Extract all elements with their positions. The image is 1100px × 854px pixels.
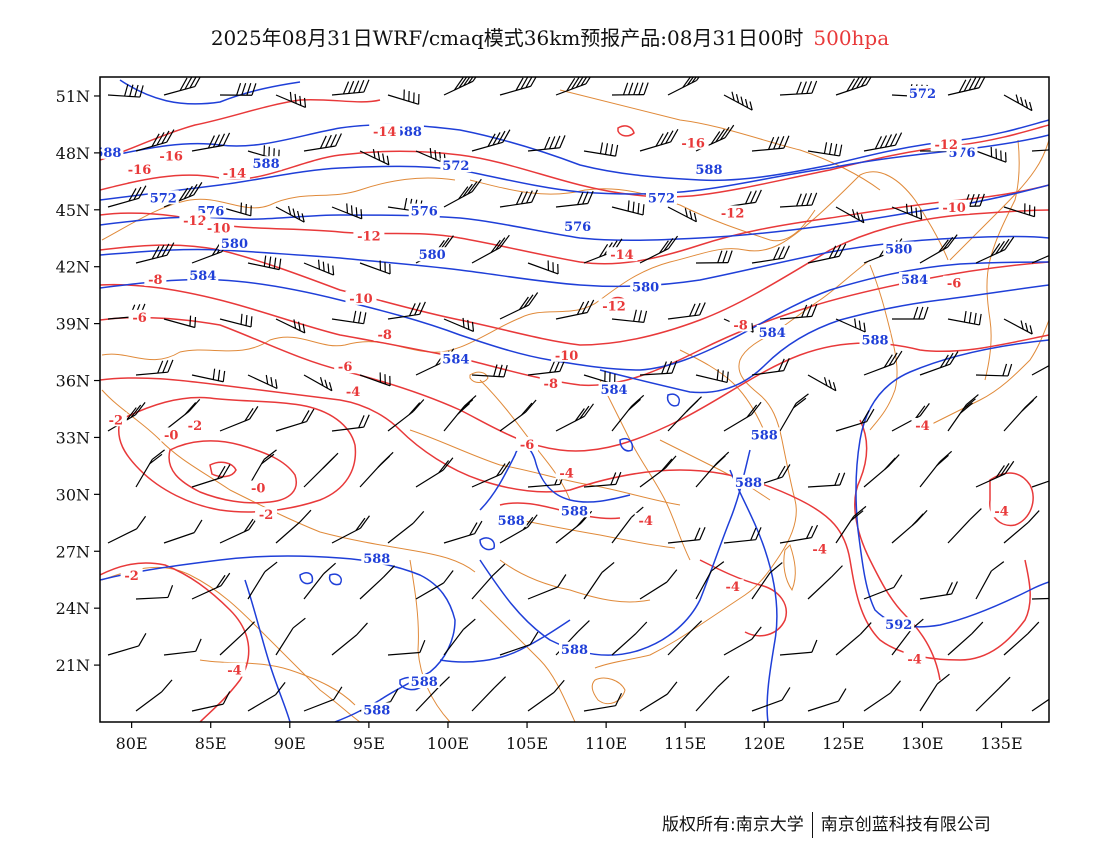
temperature-label: -16: [128, 163, 152, 178]
height-label: 592: [885, 618, 912, 633]
height-label: 576: [411, 205, 438, 220]
temperature-label: -4: [915, 419, 929, 434]
temperature-label: -8: [544, 377, 558, 392]
temperature-label: -10: [555, 349, 579, 364]
height-label: 588: [751, 428, 778, 443]
height-label: 576: [564, 220, 591, 235]
lon-label: 135E: [980, 734, 1022, 753]
lat-label: 27N: [56, 542, 90, 561]
height-label: 580: [632, 280, 659, 295]
lon-label: 130E: [901, 734, 943, 753]
height-label: 588: [861, 334, 888, 349]
lat-label: 33N: [56, 428, 90, 447]
temperature-label: -12: [602, 299, 626, 314]
height-label: 580: [885, 243, 912, 258]
footer-separator: [812, 812, 813, 838]
temperature-label: -10: [207, 222, 231, 237]
copyright-footer: 版权所有:南京大学南京创蓝科技有限公司: [662, 810, 991, 838]
temperature-label: -4: [994, 504, 1008, 519]
lat-label: 48N: [56, 144, 90, 163]
height-label: 588: [735, 476, 762, 491]
temperature-label: -8: [377, 328, 391, 343]
lon-label: 80E: [116, 734, 148, 753]
lat-label: 21N: [56, 656, 90, 675]
temperature-label: -2: [109, 413, 123, 428]
lon-label: 115E: [664, 734, 706, 753]
temperature-label: -4: [559, 466, 573, 481]
temperature-label: -2: [124, 569, 138, 584]
temperature-label: -14: [610, 248, 634, 263]
temperature-label: -12: [934, 138, 958, 153]
temperature-label: -4: [346, 385, 360, 400]
height-label: 572: [648, 191, 675, 206]
lon-label: 125E: [822, 734, 864, 753]
lat-label: 36N: [56, 372, 90, 391]
temperature-label: -12: [357, 229, 381, 244]
height-label: 588: [363, 704, 390, 719]
temperature-label: -4: [227, 664, 241, 679]
height-label: 588: [253, 157, 280, 172]
footer-right: 南京创蓝科技有限公司: [821, 815, 991, 835]
footer-left: 版权所有:南京大学: [662, 815, 804, 835]
lon-label: 110E: [585, 734, 627, 753]
temperature-label: -16: [159, 150, 183, 165]
lon-label: 85E: [195, 734, 227, 753]
temperature-label: -10: [942, 201, 966, 216]
height-label: 584: [189, 269, 216, 284]
height-label: 588: [561, 504, 588, 519]
temperature-label: -2: [188, 419, 202, 434]
height-label: 584: [759, 326, 786, 341]
lat-label: 24N: [56, 599, 90, 618]
lon-label: 120E: [743, 734, 785, 753]
lon-label: 90E: [274, 734, 306, 753]
lon-label: 105E: [506, 734, 548, 753]
temperature-label: -0: [251, 482, 265, 497]
temperature-label: -6: [520, 438, 534, 453]
temperature-label: -10: [349, 292, 373, 307]
height-label: 580: [221, 237, 248, 252]
height-label: 584: [442, 353, 469, 368]
height-label: 588: [695, 163, 722, 178]
temperature-label: -8: [733, 318, 747, 333]
height-label: 588: [411, 675, 438, 690]
temperature-label: -14: [373, 125, 397, 140]
temperature-label: -0: [164, 428, 178, 443]
height-label: 572: [442, 159, 469, 174]
temperature-label: -2: [259, 508, 273, 523]
height-label: 572: [150, 191, 177, 206]
temperature-label: -16: [681, 136, 705, 151]
lat-label: 39N: [56, 315, 90, 334]
temperature-label: -14: [223, 167, 247, 182]
temperature-label: -4: [725, 580, 739, 595]
lon-label: 95E: [353, 734, 385, 753]
height-label: 580: [419, 248, 446, 263]
lat-label: 30N: [56, 485, 90, 504]
lon-label: 100E: [427, 734, 469, 753]
temperature-label: -6: [132, 311, 146, 326]
temperature-label: -6: [338, 360, 352, 375]
height-label: 588: [498, 514, 525, 529]
temperature-label: -4: [907, 652, 921, 667]
temperature-label: -8: [148, 273, 162, 288]
lat-label: 42N: [56, 258, 90, 277]
height-label: 588: [561, 643, 588, 658]
temperature-label: -4: [638, 514, 652, 529]
height-label: 584: [901, 273, 928, 288]
lat-label: 51N: [56, 87, 90, 106]
temperature-label: -4: [812, 542, 826, 557]
height-label: 572: [909, 87, 936, 102]
height-label: 584: [600, 383, 627, 398]
height-label: 588: [363, 552, 390, 567]
lat-label: 45N: [56, 201, 90, 220]
temperature-label: -6: [947, 277, 961, 292]
temperature-label: -12: [721, 206, 745, 221]
